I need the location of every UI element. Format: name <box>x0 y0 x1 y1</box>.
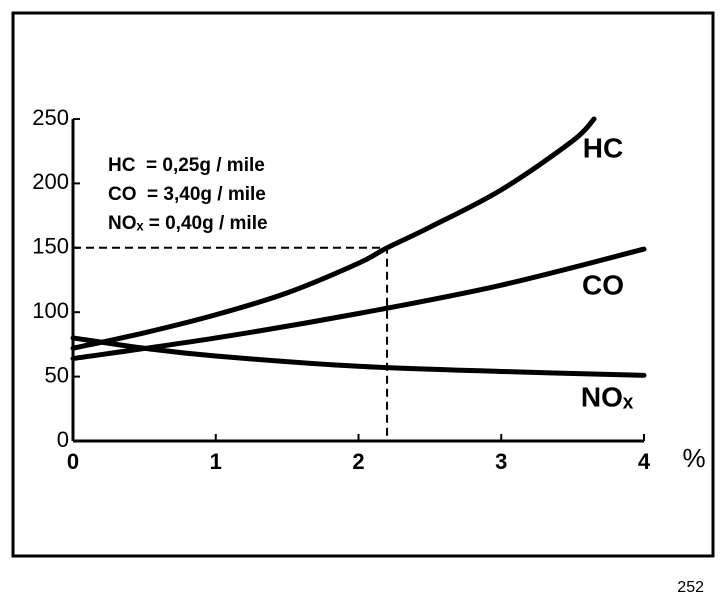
line <box>70 246 647 362</box>
y-tick-label: 200 <box>32 169 69 194</box>
page-number: 252 <box>677 579 704 596</box>
x-tick-label: 3 <box>495 449 507 474</box>
x-axis-label: % <box>682 443 705 473</box>
line <box>70 116 597 351</box>
annotation: CO = 3,40g / mile <box>108 184 266 205</box>
line <box>70 335 647 378</box>
y-tick-label: 150 <box>32 234 69 259</box>
y-tick-label: 0 <box>57 427 69 452</box>
series-label: HC <box>583 132 623 163</box>
series-label: CO <box>582 269 624 300</box>
x-tick-label: 2 <box>352 449 364 474</box>
series-label: NOₓ <box>581 381 634 412</box>
x-tick-label: 1 <box>210 449 222 474</box>
y-tick-label: 50 <box>45 362 69 387</box>
y-tick-label: 250 <box>32 105 69 130</box>
x-tick-label: 4 <box>638 449 651 474</box>
annotation: NOₓ = 0,40g / mile <box>108 213 268 234</box>
y-tick-label: 100 <box>32 298 69 323</box>
frame <box>11 11 715 558</box>
annotation: HC = 0,25g / mile <box>108 155 265 176</box>
x-tick-label: 0 <box>67 449 79 474</box>
